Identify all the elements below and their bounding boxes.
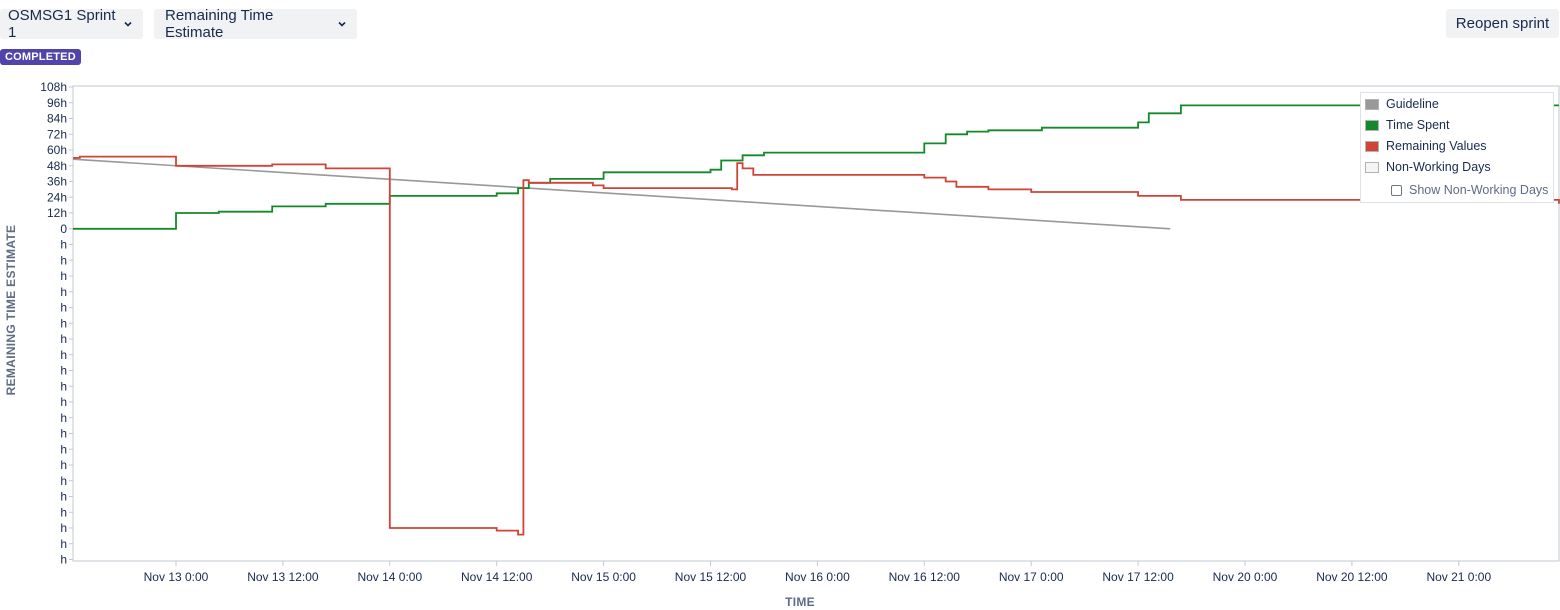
y-tick-label: h xyxy=(60,458,67,472)
y-tick-label: h xyxy=(60,442,67,456)
y-tick-label: 36h xyxy=(47,175,67,189)
legend-label: Non-Working Days xyxy=(1386,160,1491,174)
y-tick-label: h xyxy=(60,411,67,425)
x-tick-label: Nov 20 0:00 xyxy=(1213,570,1278,584)
legend-swatch xyxy=(1365,99,1379,110)
y-tick-label: 96h xyxy=(47,96,67,110)
y-tick-label: h xyxy=(60,474,67,488)
y-tick-label: h xyxy=(60,348,67,362)
y-tick-label: 60h xyxy=(47,143,67,157)
y-tick-label: 24h xyxy=(47,190,67,204)
y-tick-label: h xyxy=(60,285,67,299)
x-tick-label: Nov 16 12:00 xyxy=(889,570,961,584)
y-tick-label: h xyxy=(60,238,67,252)
legend-label: Guideline xyxy=(1386,97,1439,111)
legend-item-time-spent[interactable]: Time Spent xyxy=(1365,118,1449,132)
y-tick-label: h xyxy=(60,521,67,535)
x-tick-label: Nov 13 12:00 xyxy=(247,570,319,584)
y-tick-label: h xyxy=(60,364,67,378)
x-tick-label: Nov 17 12:00 xyxy=(1102,570,1174,584)
show-non-working-days-toggle[interactable]: Show Non-Working Days xyxy=(1391,183,1548,197)
y-tick-label: h xyxy=(60,537,67,551)
y-tick-label: 0 xyxy=(60,222,67,236)
legend-swatch xyxy=(1365,141,1379,152)
y-tick-label: 12h xyxy=(47,206,67,220)
y-tick-label: h xyxy=(60,427,67,441)
y-tick-label: 84h xyxy=(47,112,67,126)
x-axis-title: TIME xyxy=(785,595,815,609)
legend-swatch xyxy=(1365,120,1379,131)
y-tick-label: h xyxy=(60,379,67,393)
legend-label: Remaining Values xyxy=(1386,139,1487,153)
x-tick-label: Nov 17 0:00 xyxy=(999,570,1064,584)
y-tick-label: h xyxy=(60,553,67,567)
legend-item-non-working-days[interactable]: Non-Working Days xyxy=(1365,160,1491,174)
chart-legend: Guideline Time Spent Remaining Values No… xyxy=(1360,92,1554,203)
y-tick-label: h xyxy=(60,395,67,409)
x-tick-label: Nov 15 0:00 xyxy=(571,570,636,584)
x-tick-label: Nov 14 0:00 xyxy=(357,570,422,584)
legend-item-guideline[interactable]: Guideline xyxy=(1365,97,1439,111)
y-tick-label: h xyxy=(60,253,67,267)
y-tick-label: 48h xyxy=(47,159,67,173)
y-tick-label: h xyxy=(60,490,67,504)
y-tick-label: 72h xyxy=(47,127,67,141)
y-tick-label: h xyxy=(60,316,67,330)
y-tick-label: h xyxy=(60,505,67,519)
x-tick-label: Nov 15 12:00 xyxy=(675,570,747,584)
x-tick-label: Nov 21 0:00 xyxy=(1426,570,1491,584)
toggle-label: Show Non-Working Days xyxy=(1409,183,1548,197)
plot-area xyxy=(73,86,1559,561)
x-tick-label: Nov 13 0:00 xyxy=(144,570,209,584)
y-tick-label: h xyxy=(60,332,67,346)
checkbox[interactable] xyxy=(1391,185,1402,196)
legend-label: Time Spent xyxy=(1386,118,1449,132)
legend-swatch xyxy=(1365,162,1379,173)
x-tick-label: Nov 16 0:00 xyxy=(785,570,850,584)
x-tick-label: Nov 20 12:00 xyxy=(1316,570,1388,584)
legend-item-remaining-values[interactable]: Remaining Values xyxy=(1365,139,1487,153)
y-axis-title: REMAINING TIME ESTIMATE xyxy=(4,225,18,396)
y-tick-label: h xyxy=(60,269,67,283)
y-tick-label: h xyxy=(60,301,67,315)
y-tick-label: 108h xyxy=(40,80,67,94)
x-tick-label: Nov 14 12:00 xyxy=(461,570,533,584)
